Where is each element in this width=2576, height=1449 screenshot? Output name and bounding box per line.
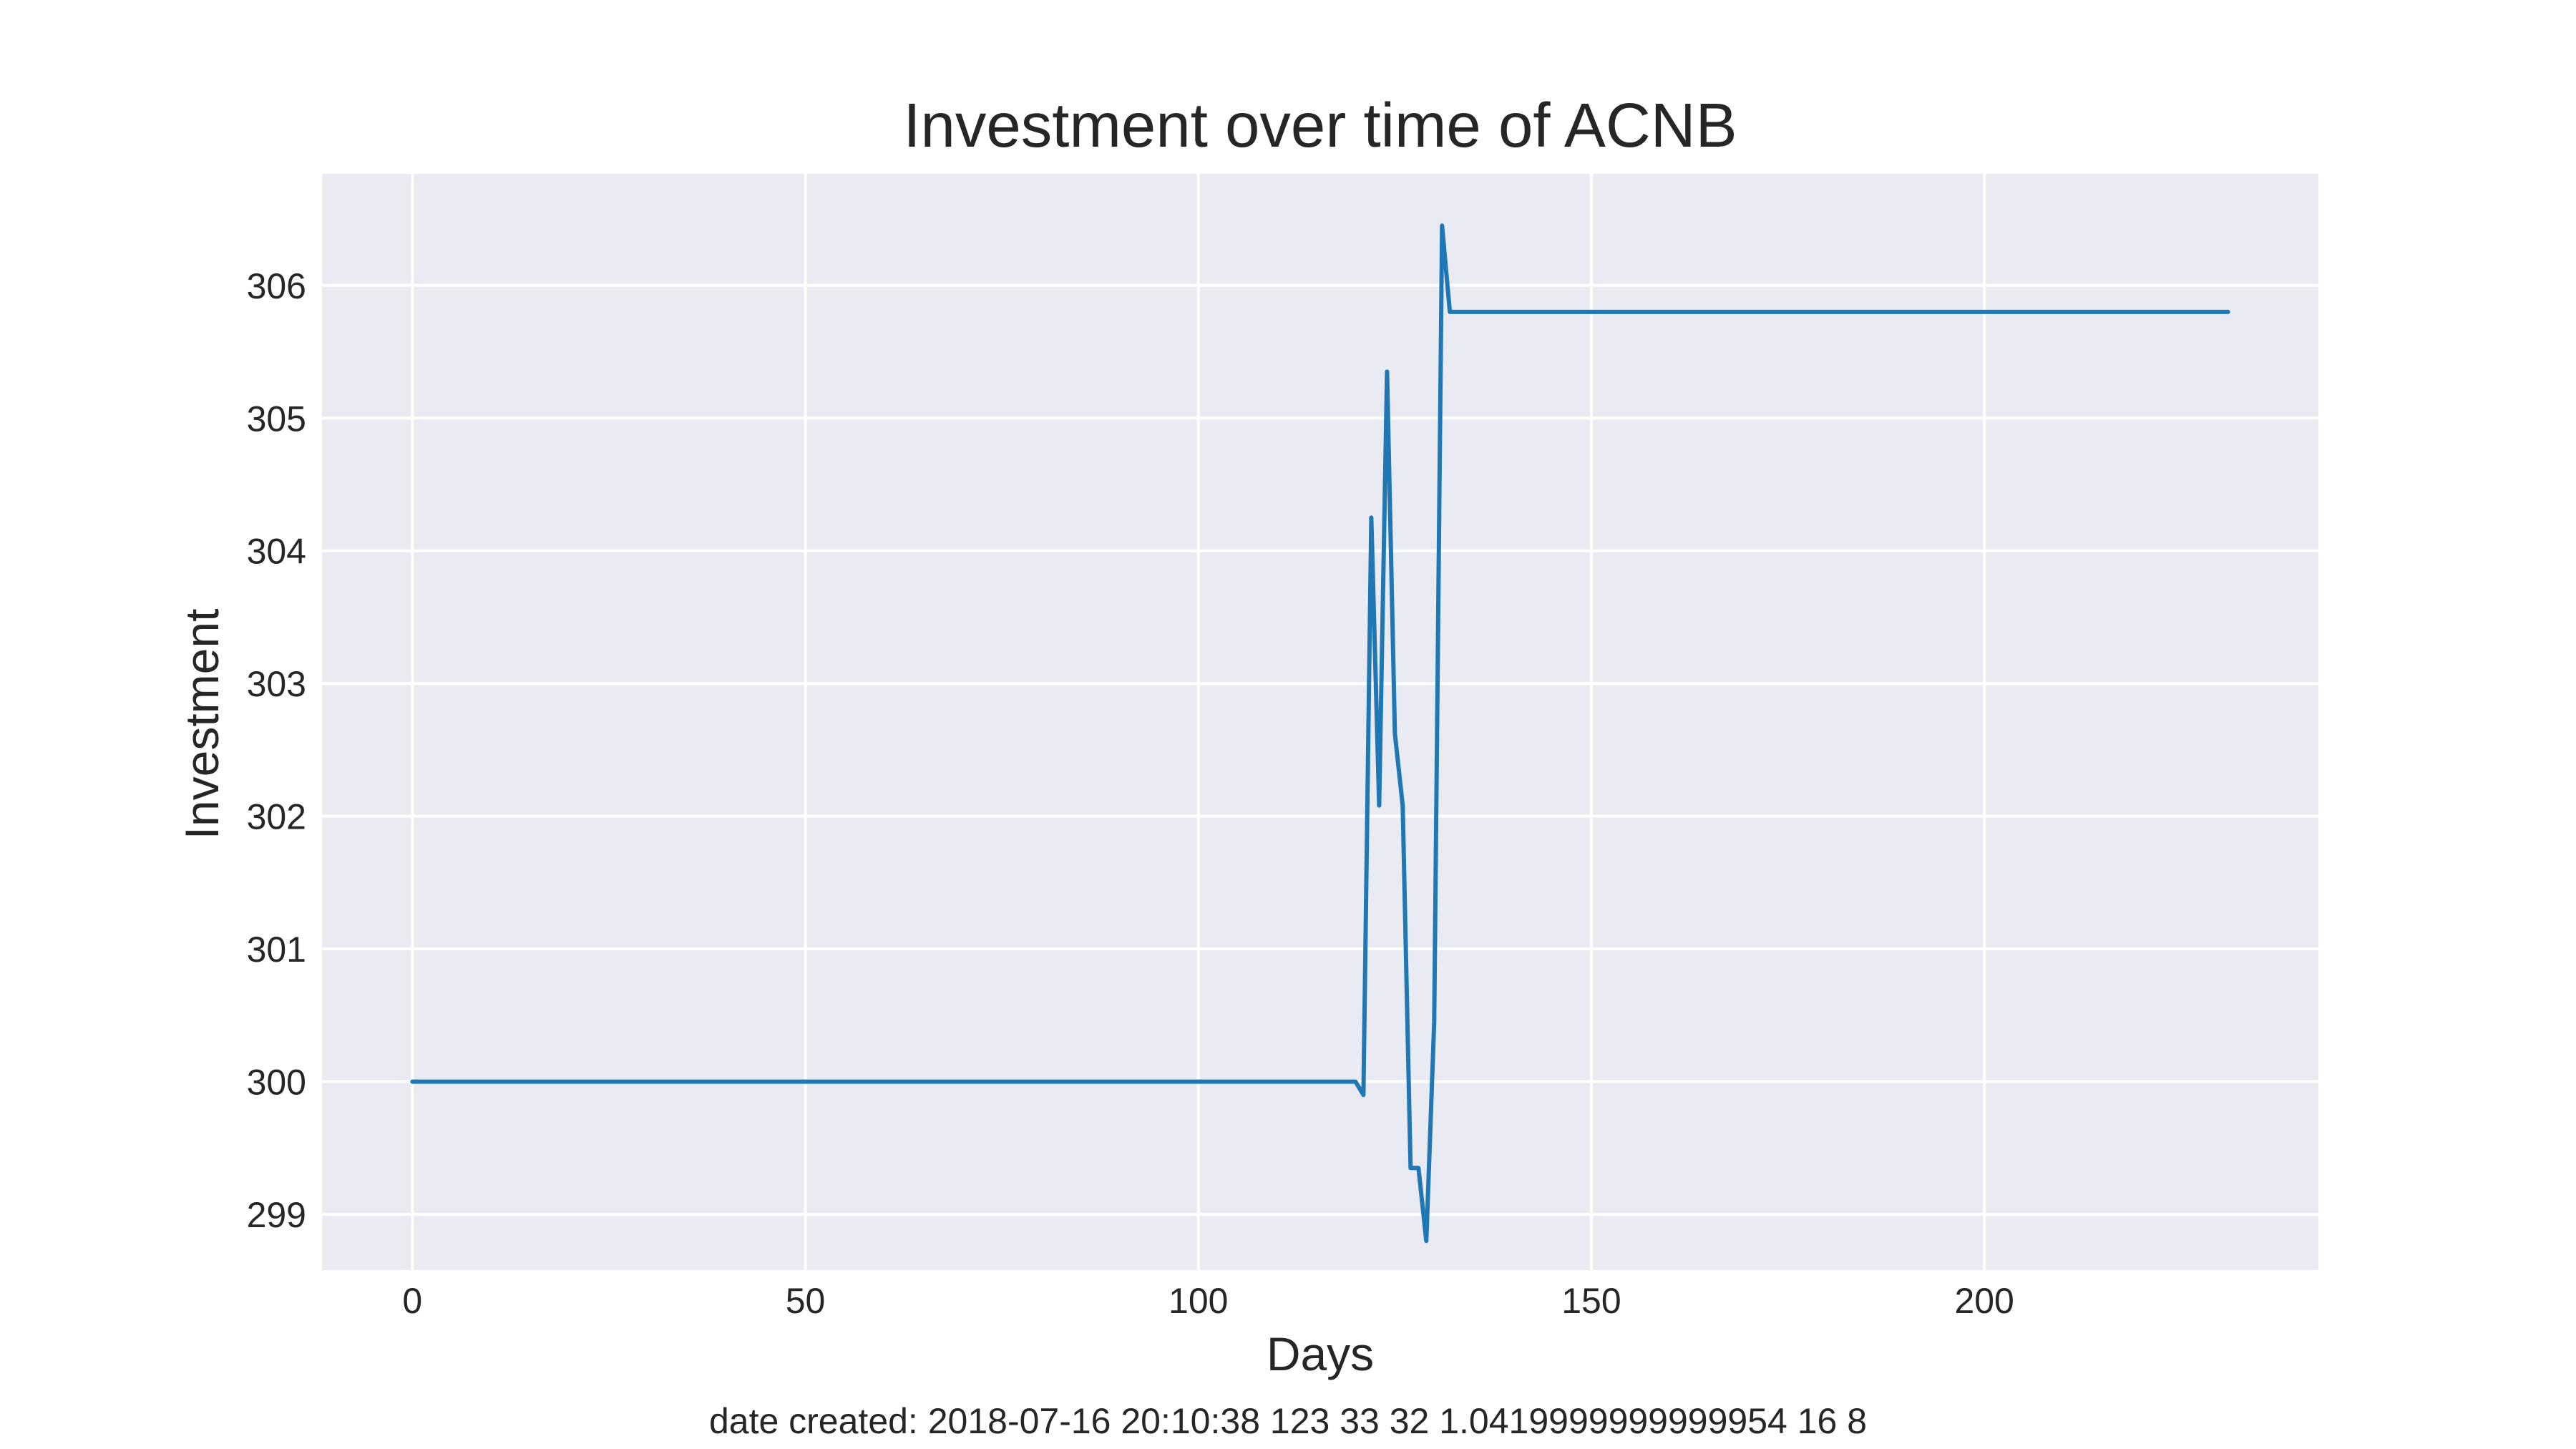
footer-text: date created: 2018-07-16 20:10:38 123 33… — [709, 1401, 1867, 1441]
y-tick-labels: 299 300 301 302 303 304 305 306 — [247, 266, 306, 1235]
series-line — [410, 223, 2230, 1244]
y-axis-label: Investment — [175, 609, 228, 840]
y-tick-label: 299 — [247, 1195, 306, 1235]
x-tick-label: 50 — [786, 1281, 826, 1321]
x-tick-labels: 0 50 100 150 200 — [402, 1281, 2014, 1321]
y-tick-label: 305 — [247, 399, 306, 439]
y-tick-label: 300 — [247, 1063, 306, 1103]
x-tick-label: 100 — [1169, 1281, 1228, 1321]
x-tick-label: 150 — [1561, 1281, 1621, 1321]
chart-title: Investment over time of ACNB — [903, 91, 1737, 160]
x-tick-label: 0 — [402, 1281, 422, 1321]
x-axis-label: Days — [1267, 1327, 1374, 1380]
y-tick-label: 302 — [247, 797, 306, 837]
x-tick-label: 200 — [1954, 1281, 2014, 1321]
x-gridlines — [411, 174, 1986, 1270]
y-tick-label: 303 — [247, 664, 306, 704]
y-tick-label: 306 — [247, 266, 306, 306]
y-tick-label: 304 — [247, 532, 306, 572]
y-tick-label: 301 — [247, 930, 306, 970]
plot-area — [322, 174, 2318, 1270]
